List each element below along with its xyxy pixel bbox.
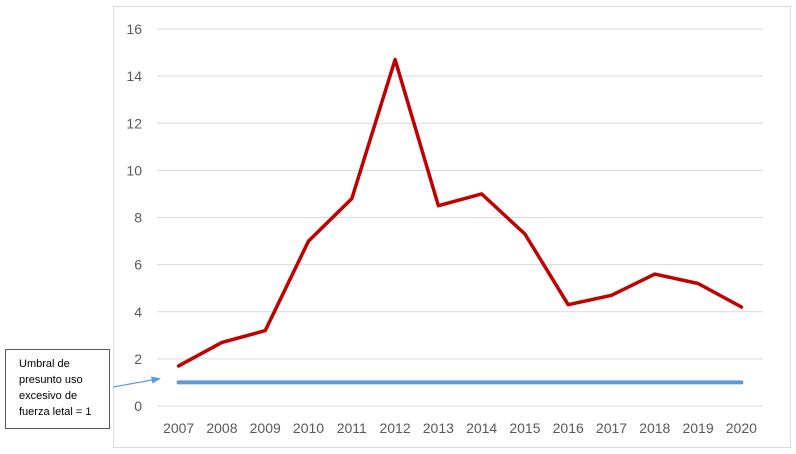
y-tick-label: 14 bbox=[126, 68, 142, 84]
chart-frame bbox=[113, 6, 791, 448]
y-tick-label: 6 bbox=[134, 257, 142, 273]
gridlines bbox=[157, 28, 763, 407]
y-axis-ticks: 0 2 4 6 8 10 12 14 16 bbox=[126, 21, 142, 414]
y-tick-label: 12 bbox=[126, 115, 142, 131]
x-tick-label: 2015 bbox=[509, 420, 540, 436]
annotation-line-2: presunto uso bbox=[19, 374, 83, 386]
x-tick-label: 2014 bbox=[466, 420, 497, 436]
y-tick-label: 2 bbox=[134, 351, 142, 367]
annotation-line-3: excesivo de bbox=[19, 390, 78, 402]
annotation-arrow-shaft bbox=[112, 379, 153, 388]
x-tick-label: 2016 bbox=[553, 420, 584, 436]
y-tick-label: 16 bbox=[126, 21, 142, 37]
annotation-line-4: fuerza letal = 1 bbox=[19, 406, 92, 418]
threshold-annotation: Umbral de presunto uso excesivo de fuerz… bbox=[5, 349, 110, 429]
x-tick-label: 2010 bbox=[293, 420, 324, 436]
series-lines bbox=[176, 57, 744, 385]
y-tick-label: 10 bbox=[126, 162, 142, 178]
x-tick-label: 2007 bbox=[163, 420, 194, 436]
x-tick-label: 2018 bbox=[639, 420, 670, 436]
x-tick-label: 2009 bbox=[250, 420, 281, 436]
y-tick-label: 8 bbox=[134, 210, 142, 226]
x-tick-label: 2017 bbox=[596, 420, 627, 436]
x-tick-label: 2011 bbox=[337, 420, 367, 436]
x-axis-ticks: 2007 2008 2009 2010 2011 2012 2013 2014 2015 2016… bbox=[163, 420, 757, 436]
y-tick-label: 4 bbox=[134, 304, 142, 320]
x-tick-label: 2008 bbox=[206, 420, 237, 436]
x-tick-label: 2020 bbox=[726, 420, 757, 436]
x-tick-label: 2013 bbox=[423, 420, 454, 436]
x-tick-label: 2019 bbox=[682, 420, 713, 436]
annotation-arrow bbox=[112, 376, 161, 388]
annotation-arrow-head bbox=[151, 376, 161, 384]
annotation-line-1: Umbral de bbox=[19, 358, 70, 370]
series-line-1 bbox=[176, 57, 744, 368]
y-tick-label: 0 bbox=[134, 398, 142, 414]
x-tick-label: 2012 bbox=[379, 420, 410, 436]
